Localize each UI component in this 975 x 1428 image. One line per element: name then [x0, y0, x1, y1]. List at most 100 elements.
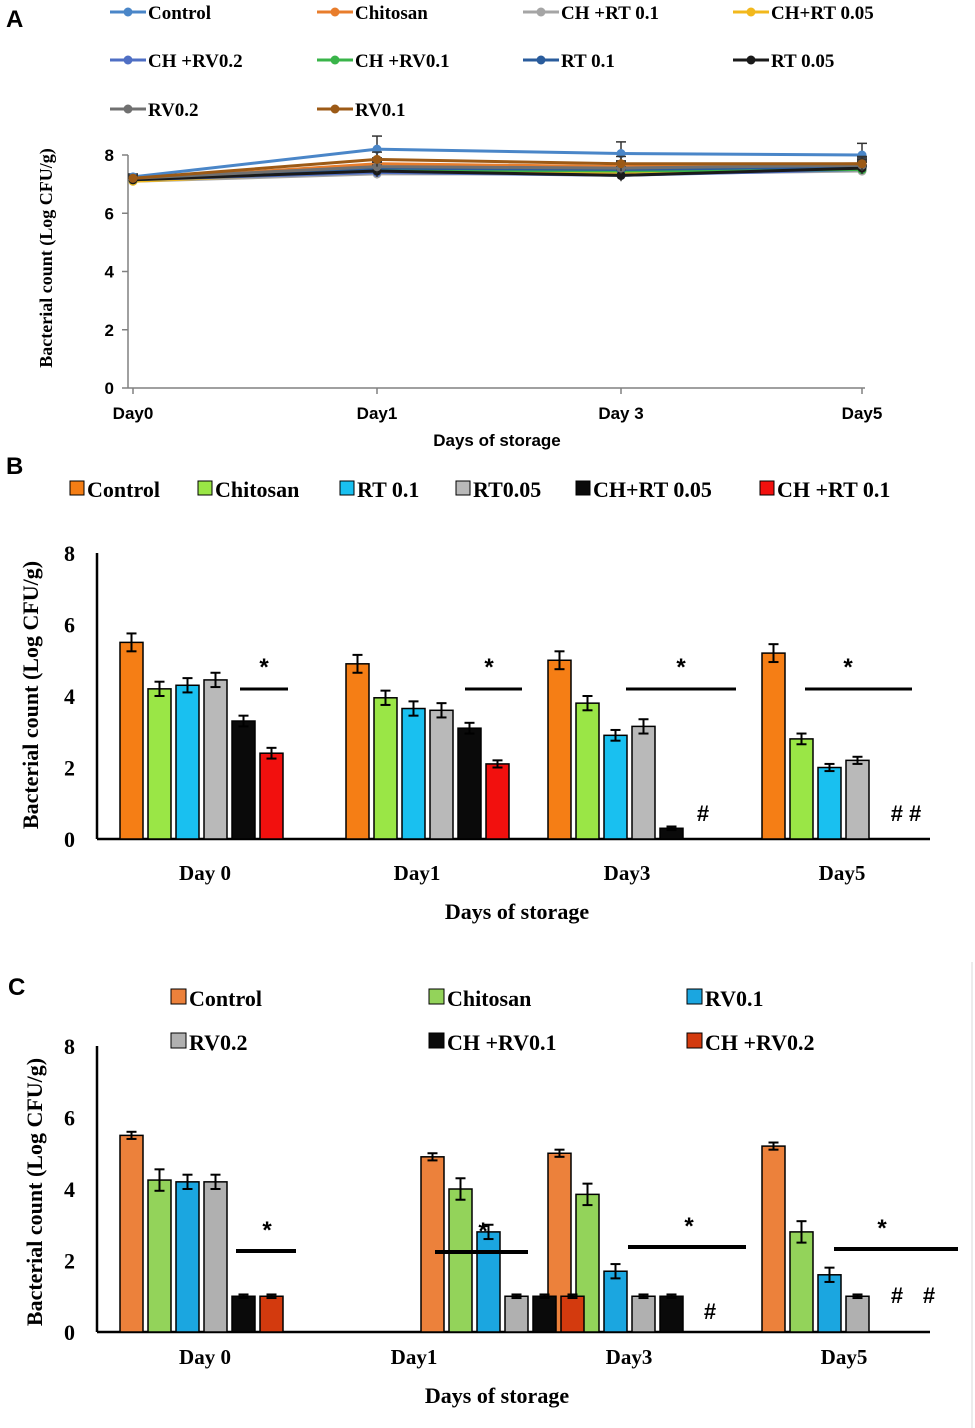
bar-ch-rv0-1 — [231, 1295, 256, 1333]
panel-a-lines — [128, 135, 867, 186]
legend-item: RV0.2 — [170, 1030, 248, 1055]
legend-swatch — [455, 480, 471, 496]
x-tick-label: Day5 — [819, 861, 866, 885]
legend-label: RT0.05 — [473, 477, 541, 502]
significance-star: * — [478, 1218, 488, 1245]
legend-swatch — [686, 988, 703, 1005]
double-hash-mark: # # — [891, 801, 922, 826]
legend-item: RT0.05 — [455, 477, 541, 502]
legend-swatch — [428, 1032, 445, 1049]
bar-ch-rv0-2 — [259, 1295, 284, 1333]
panel-b-legend: Control Chitosan RT 0.1 RT0.05 CH+RT 0.05 CH … — [69, 477, 890, 502]
legend-item: RT 0.05 — [733, 51, 834, 72]
panel-c-letter: C — [8, 974, 25, 1001]
bar-rv0-1 — [476, 1231, 501, 1333]
y-tick-label: 6 — [105, 204, 114, 223]
panel-b-annotations: * * * * # # # — [240, 654, 921, 826]
legend-item: CH+RT 0.05 — [733, 3, 874, 24]
hash-mark: # — [697, 801, 709, 826]
legend-label: Chitosan — [447, 986, 531, 1011]
bar-rt0-05 — [631, 725, 656, 840]
bar-control — [547, 659, 572, 840]
bar-ch-rt-0-05 — [457, 727, 482, 840]
legend-swatch — [339, 480, 355, 496]
bar-rv0-1 — [603, 1270, 628, 1333]
legend-swatch — [759, 480, 775, 496]
legend-label: Control — [87, 477, 160, 502]
panel-a-axes: 0 2 4 6 8 Day0 Day1 Day 3 Day5 — [105, 146, 883, 423]
legend-label: RT 0.1 — [357, 477, 419, 502]
x-tick-label: Day1 — [394, 861, 441, 885]
bar-ch-rv0-1 — [659, 1295, 684, 1333]
legend-swatch — [575, 480, 591, 496]
bar-ch-rv0-1 — [532, 1295, 557, 1333]
legend-swatch-marker — [330, 104, 340, 114]
y-tick-label: 8 — [64, 541, 75, 566]
bar-rt0-05 — [203, 679, 228, 840]
series-line — [132, 163, 863, 180]
y-tick-label: 6 — [64, 1106, 75, 1131]
series-9 — [128, 151, 867, 183]
x-tick-label: Day5 — [821, 1345, 868, 1369]
legend-item: RV0.1 — [317, 100, 406, 121]
legend-label: CH +RV0.1 — [447, 1030, 557, 1055]
bar-rv0-1 — [175, 1181, 200, 1333]
legend-label: RT 0.05 — [771, 51, 834, 72]
bar-chitosan — [147, 1179, 172, 1333]
bar-chitosan — [789, 1231, 814, 1333]
legend-label: RT 0.1 — [561, 51, 615, 72]
significance-star: * — [259, 654, 269, 681]
legend-item: CH +RT 0.1 — [523, 3, 659, 24]
x-tick-label: Day3 — [606, 1345, 653, 1369]
bar-rv0-2 — [504, 1295, 529, 1333]
bar-ch-rt-0-1 — [485, 763, 510, 840]
panel-c-bars — [119, 1130, 870, 1333]
hash-mark: # — [891, 1283, 903, 1308]
legend-label: Control — [189, 986, 262, 1011]
significance-star: * — [262, 1217, 272, 1244]
legend-item: CH +RV0.1 — [317, 51, 450, 72]
data-point — [616, 170, 626, 180]
panel-c-annotations: * * * * # # # — [236, 1213, 958, 1324]
data-point — [857, 159, 867, 169]
legend-label: RV0.1 — [705, 986, 764, 1011]
hash-mark: # — [923, 1283, 935, 1308]
legend-label: CH+RT 0.05 — [771, 3, 874, 24]
legend-item: CH+RT 0.05 — [575, 477, 712, 502]
bar-control — [345, 663, 370, 840]
panel-c-legend: Control Chitosan RV0.1 RV0.2 CH +RV0.1 CH +RV… — [170, 986, 815, 1055]
bar-control — [420, 1156, 445, 1333]
legend-item: RT 0.1 — [339, 477, 419, 502]
legend-label: RV0.2 — [189, 1030, 248, 1055]
legend-item: Control — [170, 986, 262, 1011]
y-tick-label: 2 — [64, 1249, 75, 1274]
x-tick-label: Day 0 — [179, 1345, 231, 1369]
legend-item: CH +RV0.2 — [686, 1030, 815, 1055]
panel-b: B Control Chitosan RT 0.1 RT0.05 CH+RT 0.05 C… — [6, 453, 930, 924]
panel-a-legend: Control Chitosan CH +RT 0.1 CH+RT 0.05 CH +R… — [110, 3, 874, 121]
x-tick-label: Day 0 — [179, 861, 231, 885]
y-tick-label: 4 — [105, 263, 115, 282]
legend-item: CH +RT 0.1 — [759, 477, 890, 502]
bar-control — [761, 1145, 786, 1333]
bar-rt-0-1 — [401, 707, 426, 840]
bar-rv0-1 — [817, 1274, 842, 1333]
bar-rt0-05 — [429, 709, 454, 840]
bar-rv0-2 — [845, 1295, 870, 1333]
bar-control — [761, 652, 786, 840]
panel-b-y-axis-title: Bacterial count (Log CFU/g) — [18, 561, 43, 829]
legend-swatch — [170, 1032, 187, 1049]
bar-chitosan — [373, 697, 398, 840]
bar-ch-rt-0-05 — [231, 720, 256, 840]
panel-a-x-axis-title: Days of storage — [433, 431, 561, 450]
bar-chitosan — [789, 738, 814, 840]
panel-c: C Control Chitosan RV0.1 RV0.2 CH +RV0.1 CH +… — [8, 974, 958, 1408]
legend-swatch — [428, 988, 445, 1005]
panel-a: A Control Chitosan CH +RT 0.1 CH+RT 0.05 CH … — [6, 3, 882, 450]
legend-item: Control — [110, 3, 211, 24]
legend-swatch — [69, 480, 85, 496]
x-tick-label: Day1 — [357, 404, 398, 423]
legend-swatch — [170, 988, 187, 1005]
legend-item: CH +RV0.1 — [428, 1030, 557, 1055]
